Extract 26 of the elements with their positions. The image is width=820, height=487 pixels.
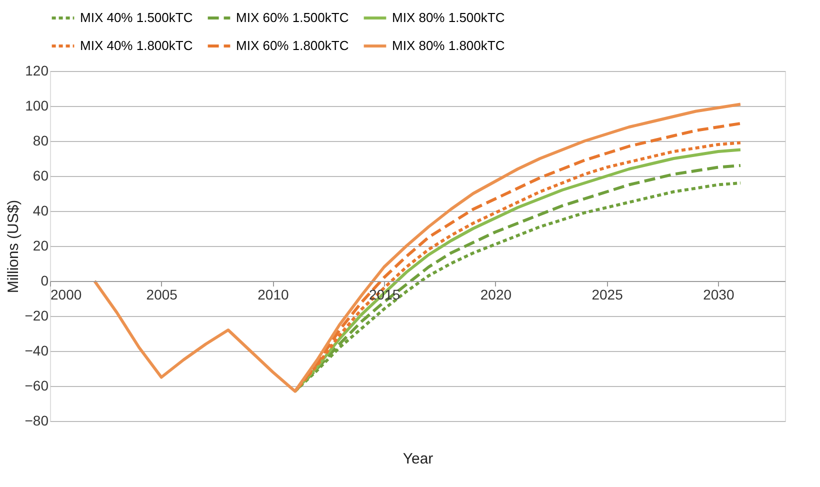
x-tick-label: 2005 xyxy=(146,286,178,302)
y-tick-label: −20 xyxy=(24,308,49,324)
y-tick-label: −60 xyxy=(24,378,49,394)
legend-label: MIX 80% 1.800kTC xyxy=(392,38,505,53)
legend-label: MIX 60% 1.500kTC xyxy=(236,10,349,25)
legend-label: MIX 40% 1.500kTC xyxy=(80,10,193,25)
x-tick-label: 2000 xyxy=(50,286,82,302)
x-axis-title: Year xyxy=(402,450,434,468)
y-tick-label: 100 xyxy=(25,98,49,114)
y-tick-label: 20 xyxy=(32,238,49,254)
y-axis-title: Millions (US$) xyxy=(4,200,22,294)
y-tick-label: 40 xyxy=(32,202,49,218)
x-tick-label: 2025 xyxy=(592,286,624,302)
line-series xyxy=(93,102,742,393)
y-tick-label: 120 xyxy=(25,62,49,78)
x-tick-label: 2030 xyxy=(703,286,734,302)
y-tick-label: 80 xyxy=(32,132,49,148)
legend-label: MIX 60% 1.800kTC xyxy=(236,38,349,53)
x-tick-label: 2020 xyxy=(480,286,512,302)
legend-label: MIX 40% 1.800kTC xyxy=(80,38,193,53)
legend-label: MIX 80% 1.500kTC xyxy=(392,10,505,25)
y-tick-label: −40 xyxy=(24,342,49,358)
y-tick-label: 0 xyxy=(40,272,49,288)
x-tick-label: 2010 xyxy=(258,286,290,302)
y-tick-label: 60 xyxy=(32,168,49,184)
y-tick-label: −80 xyxy=(24,412,49,428)
